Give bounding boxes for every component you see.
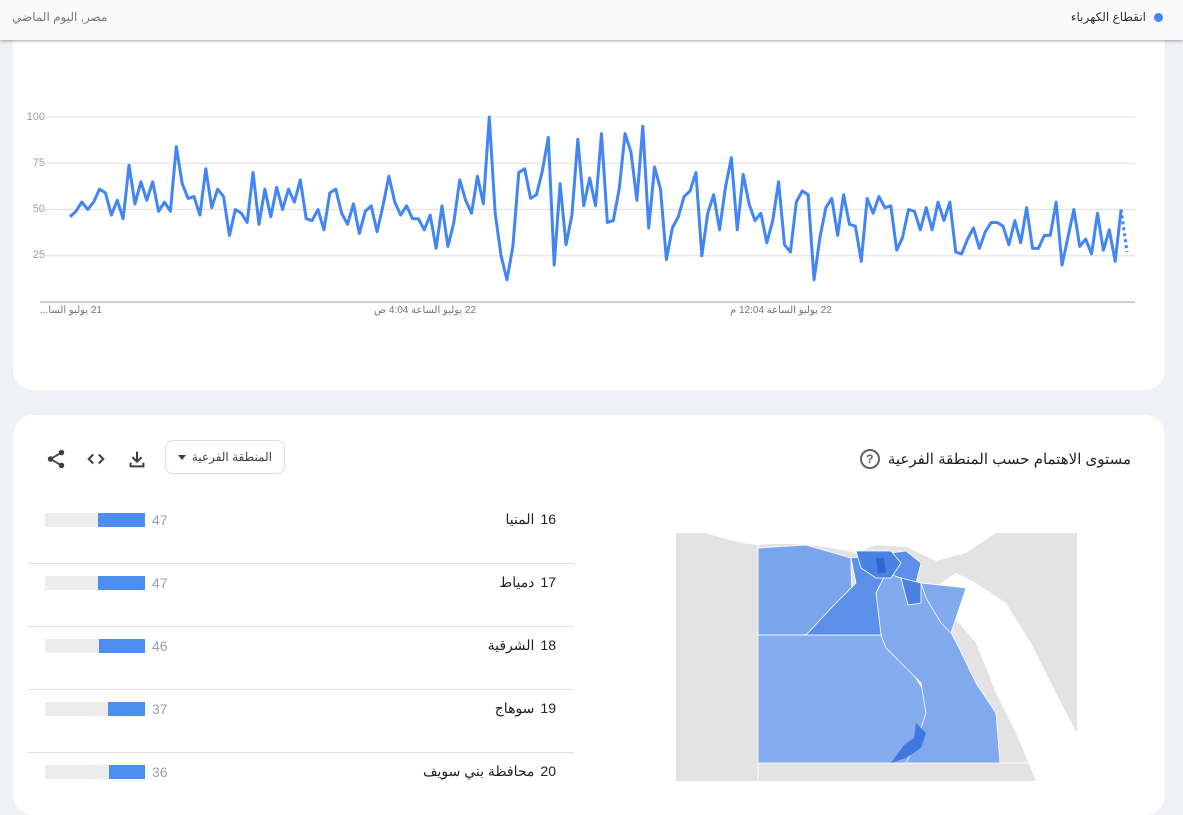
interest-bar [45,765,145,779]
download-icon[interactable] [126,448,148,470]
interest-bar [45,513,145,527]
interest-bar-fill [99,639,145,653]
subregion-row[interactable]: 47 17 دمياط [28,563,574,627]
interest-value: 46 [152,638,168,654]
panel-title-text: مستوى الاهتمام حسب المنطقة الفرعية [887,451,1131,468]
dropdown-value: المنطقة الفرعية [191,450,272,464]
subregion-label: 16 المنيا [505,511,556,528]
y-tick-label: 50 [32,203,45,215]
subregion-label: 18 الشرقية [488,637,556,654]
red-sea [926,573,1077,781]
subregion-label: 19 سوهاج [495,700,556,717]
subregion-rank: 16 [540,511,556,527]
interest-bar [45,639,145,653]
interest-value: 36 [152,764,168,780]
caret-down-icon [178,454,186,460]
interest-bar-fill [108,702,145,716]
subregion-rank: 18 [540,637,556,653]
map-region [891,723,926,763]
y-tick-label: 25 [32,249,45,261]
interest-bar-fill [98,513,145,527]
map-region [876,558,886,573]
share-icon[interactable] [45,448,67,470]
subregion-name: المنيا [505,511,535,527]
subregion-name: سوهاج [494,700,535,716]
panel-title: مستوى الاهتمام حسب المنطقة الفرعية ? [859,449,1131,469]
partial-data-segment [1119,209,1129,253]
series-line [68,115,1123,282]
series-dot-icon [1154,12,1163,22]
x-tick-label: 22 يوليو الساعة 4:04 ص [374,305,477,316]
subregion-row[interactable]: 46 18 الشرقية [28,626,574,690]
interest-bar-fill [109,765,145,779]
subregion-row[interactable]: 37 19 سوهاج [28,689,574,753]
interest-over-time-card: 100 75 50 25 21 يوليو السا... 22 يوليو ا… [13,20,1165,390]
mediterranean-sea [676,533,1077,561]
interest-bar-fill [98,576,145,590]
subregion-map[interactable] [676,533,1077,781]
region-time-subtitle: مصر, اليوم الماضي [12,10,108,24]
y-tick-label: 75 [32,157,45,169]
help-circle-icon[interactable]: ? [859,449,880,469]
subregion-rank: 19 [540,700,556,716]
interest-bar [45,702,145,716]
legend: انقطاع الكهرباء [1071,10,1163,24]
subregion-name: دمياط [499,574,535,590]
interest-value: 47 [152,575,168,591]
interest-value: 37 [152,701,168,717]
subregion-row[interactable]: 36 20 محافظة بني سويف [28,752,574,815]
x-tick-label: 22 يوليو الساعة 12:04 م [730,305,832,316]
subregion-name: محافظة بني سويف [423,763,535,779]
map-region [900,577,922,606]
embed-code-icon[interactable] [85,448,107,470]
interest-by-subregion-card: مستوى الاهتمام حسب المنطقة الفرعية ? الم… [13,415,1165,815]
map-region [920,582,967,634]
subregion-label: 20 محافظة بني سويف [423,763,556,780]
interest-bar [45,576,145,590]
interest-value: 47 [152,512,168,528]
subregion-rank: 20 [540,763,556,779]
subregion-rank: 17 [540,574,556,590]
legend-term: انقطاع الكهرباء [1070,10,1146,24]
line-chart[interactable] [13,20,1165,330]
x-tick-label: 21 يوليو السا... [40,305,102,316]
subregion-label: 17 دمياط [499,574,556,591]
subregion-dropdown[interactable]: المنطقة الفرعية [165,440,285,474]
subregion-row[interactable]: 47 16 المنيا [28,500,574,564]
y-tick-label: 100 [26,111,45,123]
subregion-name: الشرقية [487,637,535,653]
top-bar: انقطاع الكهرباء مصر, اليوم الماضي [0,0,1183,40]
